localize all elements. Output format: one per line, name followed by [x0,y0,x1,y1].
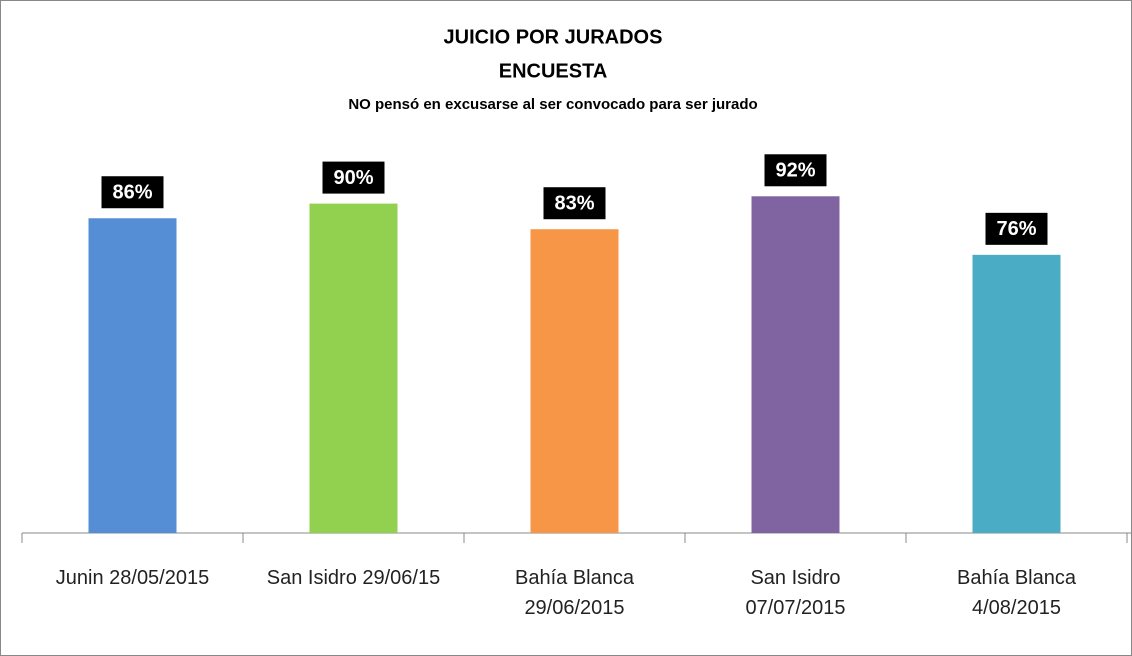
bar [972,254,1061,533]
value-label: 76% [996,218,1036,240]
value-label: 83% [554,193,594,215]
chart-subtitle: ENCUESTA [499,60,608,82]
x-tick-label: San Isidro 29/06/15 [266,567,441,589]
value-label-box [985,212,1048,245]
x-tick-label: Bahía Blanca 4/08/2015 [957,567,1076,619]
x-tick-label: San Isidro 07/07/2015 [745,567,846,619]
value-label: 86% [112,182,152,204]
bar [88,218,177,534]
x-tick-label: Junin 28/05/2015 [55,567,210,589]
value-label-box [101,176,164,209]
chart-title: JUICIO POR JURADOS [444,26,663,48]
annotation: NO pensó en excusarse al ser convocado p… [348,96,757,113]
bar [530,229,619,533]
value-label-box [764,154,827,187]
value-label-box [322,161,385,194]
x-tick-label: Bahía Blanca 29/06/2015 [515,567,634,619]
value-label: 92% [775,160,815,182]
value-label: 90% [333,167,373,189]
value-label-box [543,187,606,220]
bar [751,196,840,533]
bar [309,203,398,533]
